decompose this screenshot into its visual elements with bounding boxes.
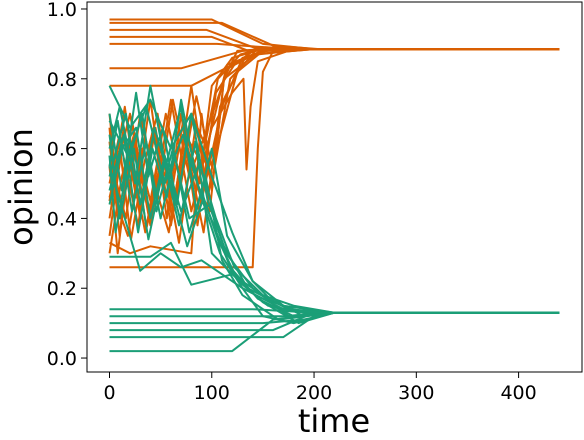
x-tick-label: 400 [500, 382, 536, 404]
high-group-trajectory-2 [109, 28, 560, 52]
y-tick-label: 1.0 [47, 0, 77, 21]
x-tick-label: 200 [296, 382, 332, 404]
y-tick-label: 0.0 [47, 348, 77, 370]
low-group-trajectory-35 [109, 311, 560, 353]
x-tick-label: 100 [194, 382, 230, 404]
x-axis-ticks: 0 100 200 300 400 [103, 372, 537, 404]
low-group-trajectory-32 [109, 311, 560, 325]
high-group-trajectory-5 [109, 48, 560, 70]
y-tick-label: 0.8 [47, 69, 77, 91]
low-group-trajectory-27 [108, 126, 560, 314]
y-tick-label: 0.2 [47, 278, 77, 300]
y-tick-label: 0.6 [47, 139, 77, 161]
y-tick-label: 0.4 [47, 208, 77, 230]
y-axis-label: opinion [2, 128, 40, 246]
series-lines [108, 18, 560, 353]
plot-frame [86, 1, 583, 373]
x-axis-label: time [298, 402, 370, 440]
low-group-trajectory-36 [109, 241, 560, 318]
low-group-trajectory-24 [108, 134, 560, 325]
x-tick-label: 0 [103, 382, 115, 404]
y-axis-ticks: 0.0 0.2 0.4 0.6 0.8 1.0 [47, 0, 87, 370]
low-group-trajectory-37 [108, 165, 560, 314]
high-group-trajectory-3 [109, 35, 560, 56]
low-group-trajectory-29 [108, 105, 560, 325]
high-group-trajectory-19 [109, 48, 560, 255]
x-tick-label: 300 [398, 382, 434, 404]
